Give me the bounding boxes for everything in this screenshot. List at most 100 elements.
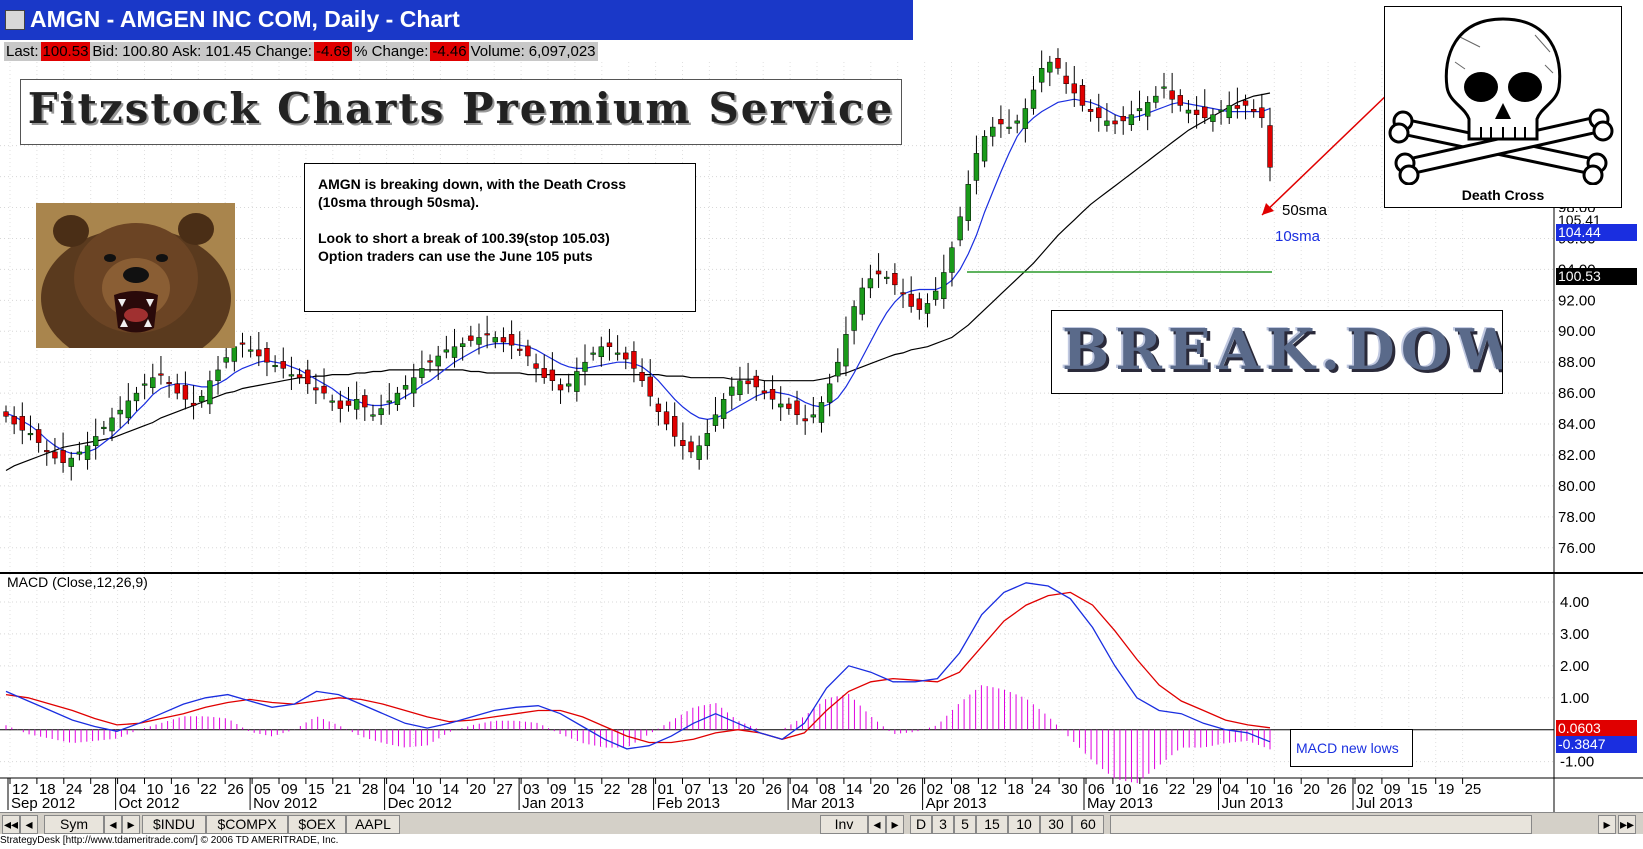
first-arrow-button[interactable]: ◂◂ bbox=[2, 815, 20, 834]
candle-body bbox=[500, 337, 507, 343]
candle-body bbox=[908, 293, 914, 307]
period-60[interactable]: 60 bbox=[1072, 815, 1104, 834]
day-tick-label: 21 bbox=[335, 781, 352, 798]
day-tick-label: 24 bbox=[66, 781, 83, 798]
death-cross-caption: Death Cross bbox=[1461, 187, 1545, 203]
candle-body bbox=[843, 334, 849, 367]
candle-body bbox=[11, 416, 17, 425]
candle-body bbox=[427, 360, 433, 363]
macd-line bbox=[5, 582, 1271, 750]
macd-tick-label: 3.00 bbox=[1560, 626, 1589, 643]
candle-body bbox=[247, 349, 254, 352]
candle-body bbox=[370, 414, 376, 417]
symbol-navbar: ◂◂ ◂ Sym ◂ ▸ $INDU $COMPX $OEX AAPL Inv … bbox=[0, 812, 1643, 834]
symbol-tab-oex[interactable]: $OEX bbox=[288, 815, 346, 834]
scroll-end-button[interactable]: ▸▸ bbox=[1618, 815, 1636, 834]
period-3[interactable]: 3 bbox=[932, 815, 954, 834]
day-tick-label: 08 bbox=[819, 781, 836, 798]
month-tick-label: Apr 2013 bbox=[926, 795, 987, 812]
ask-label: Ask: bbox=[170, 42, 204, 61]
pct-change-label: % Change: bbox=[352, 42, 431, 61]
month-tick-label: Nov 2012 bbox=[253, 795, 317, 812]
day-tick-label: 28 bbox=[631, 781, 648, 798]
symbol-tab-indu[interactable]: $INDU bbox=[142, 815, 206, 834]
candle-body bbox=[1185, 109, 1192, 114]
volume-value: 6,097,023 bbox=[526, 42, 598, 61]
candle-body bbox=[1096, 107, 1102, 119]
candle-body bbox=[296, 374, 303, 378]
candle-body bbox=[826, 383, 833, 403]
bear-image bbox=[36, 203, 235, 348]
month-tick-label: Dec 2012 bbox=[388, 795, 452, 812]
candle-body bbox=[818, 402, 825, 423]
candle-body bbox=[517, 348, 523, 351]
death-cross-arrowhead bbox=[1262, 203, 1274, 215]
period-d[interactable]: D bbox=[910, 815, 932, 834]
candle-body bbox=[150, 377, 156, 388]
candle-body bbox=[84, 445, 91, 460]
month-tick-label: Jan 2013 bbox=[522, 795, 584, 812]
death-cross-arrow bbox=[1261, 89, 1393, 216]
day-tick-label: 12 bbox=[12, 781, 29, 798]
sma10-price-label: 104.44 bbox=[1556, 224, 1637, 241]
last-price-label: 100.53 bbox=[1556, 268, 1637, 285]
day-tick-label: 09 bbox=[281, 781, 298, 798]
sym-prev-button[interactable]: ◂ bbox=[104, 815, 122, 834]
candle-body bbox=[60, 450, 66, 463]
candle-body bbox=[337, 400, 344, 409]
day-tick-label: 14 bbox=[442, 781, 459, 798]
macd-tick-label: -1.00 bbox=[1560, 754, 1594, 771]
candle-body bbox=[1136, 108, 1143, 112]
day-tick-label: 04 bbox=[120, 781, 137, 798]
candle-body bbox=[402, 385, 409, 390]
candle-body bbox=[492, 337, 498, 343]
candle-body bbox=[867, 278, 874, 289]
day-tick-label: 03 bbox=[523, 781, 540, 798]
candle-body bbox=[1087, 109, 1094, 112]
sma50-line bbox=[5, 92, 1271, 472]
candle-body bbox=[280, 361, 286, 369]
day-tick-label: 26 bbox=[1330, 781, 1347, 798]
candle-body bbox=[1063, 75, 1069, 85]
candle-body bbox=[533, 363, 539, 369]
inv-button[interactable]: Inv bbox=[820, 815, 868, 834]
month-tick-label: Mar 2013 bbox=[791, 795, 854, 812]
scroll-right-button[interactable]: ▸ bbox=[1598, 815, 1616, 834]
month-tick-label: May 2013 bbox=[1087, 795, 1153, 812]
day-tick-label: 07 bbox=[685, 781, 702, 798]
horizontal-scrollbar[interactable] bbox=[1110, 815, 1532, 834]
inv-prev-button[interactable]: ◂ bbox=[868, 815, 886, 834]
candle-body bbox=[582, 361, 588, 372]
candle-body bbox=[44, 450, 50, 453]
macd-tick-label: 4.00 bbox=[1560, 594, 1589, 611]
price-tick-label: 92.00 bbox=[1558, 292, 1596, 309]
period-5[interactable]: 5 bbox=[954, 815, 976, 834]
month-tick-label: Feb 2013 bbox=[657, 795, 720, 812]
symbol-tab-compx[interactable]: $COMPX bbox=[206, 815, 288, 834]
candle-body bbox=[321, 385, 327, 394]
inv-next-button[interactable]: ▸ bbox=[886, 815, 904, 834]
period-15[interactable]: 15 bbox=[976, 815, 1008, 834]
day-tick-label: 25 bbox=[1465, 781, 1482, 798]
price-tick-label: 78.00 bbox=[1558, 509, 1596, 526]
candle-body bbox=[27, 433, 34, 436]
candle-body bbox=[190, 402, 197, 406]
candle-body bbox=[329, 400, 335, 403]
symbol-tab-aapl[interactable]: AAPL bbox=[346, 815, 400, 834]
candle-body bbox=[802, 418, 808, 422]
candle-body bbox=[990, 126, 996, 137]
sym-next-button[interactable]: ▸ bbox=[122, 815, 140, 834]
breakdown-text: BREAK.DOWN bbox=[1062, 317, 1502, 383]
candle-body bbox=[158, 373, 164, 376]
candle-body bbox=[1177, 95, 1183, 106]
sym-button[interactable]: Sym bbox=[44, 815, 104, 834]
period-10[interactable]: 10 bbox=[1008, 815, 1040, 834]
candle-body bbox=[1193, 109, 1200, 115]
candle-body bbox=[549, 369, 556, 381]
candle-body bbox=[1006, 126, 1012, 129]
macd-plot bbox=[5, 582, 1271, 784]
prev-arrow-button[interactable]: ◂ bbox=[20, 815, 38, 834]
candle-body bbox=[1226, 105, 1232, 119]
period-30[interactable]: 30 bbox=[1040, 815, 1072, 834]
day-tick-label: 10 bbox=[416, 781, 433, 798]
